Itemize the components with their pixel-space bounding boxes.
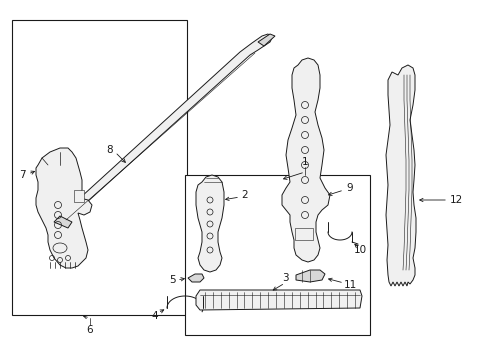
Ellipse shape [53,243,67,253]
Polygon shape [258,34,274,46]
Text: 1: 1 [301,157,307,167]
Text: 12: 12 [448,195,462,205]
Polygon shape [196,290,361,310]
Polygon shape [295,270,325,282]
Bar [294,228,312,240]
Polygon shape [282,58,329,262]
Text: 11: 11 [343,280,356,290]
Text: 4: 4 [151,311,158,321]
Text: 6: 6 [86,325,93,335]
Text: 3: 3 [281,273,288,283]
Bar [184,175,369,335]
Text: 8: 8 [106,145,113,155]
Text: 10: 10 [353,245,366,255]
Polygon shape [54,216,72,228]
Polygon shape [196,175,224,272]
Text: 9: 9 [346,183,353,193]
Text: 2: 2 [241,190,248,200]
Polygon shape [58,34,271,225]
Polygon shape [385,65,415,286]
Polygon shape [187,274,203,282]
Text: 5: 5 [168,275,175,285]
Bar [12,20,186,315]
Polygon shape [36,148,92,268]
Bar [74,190,84,202]
Text: 7: 7 [19,170,25,180]
